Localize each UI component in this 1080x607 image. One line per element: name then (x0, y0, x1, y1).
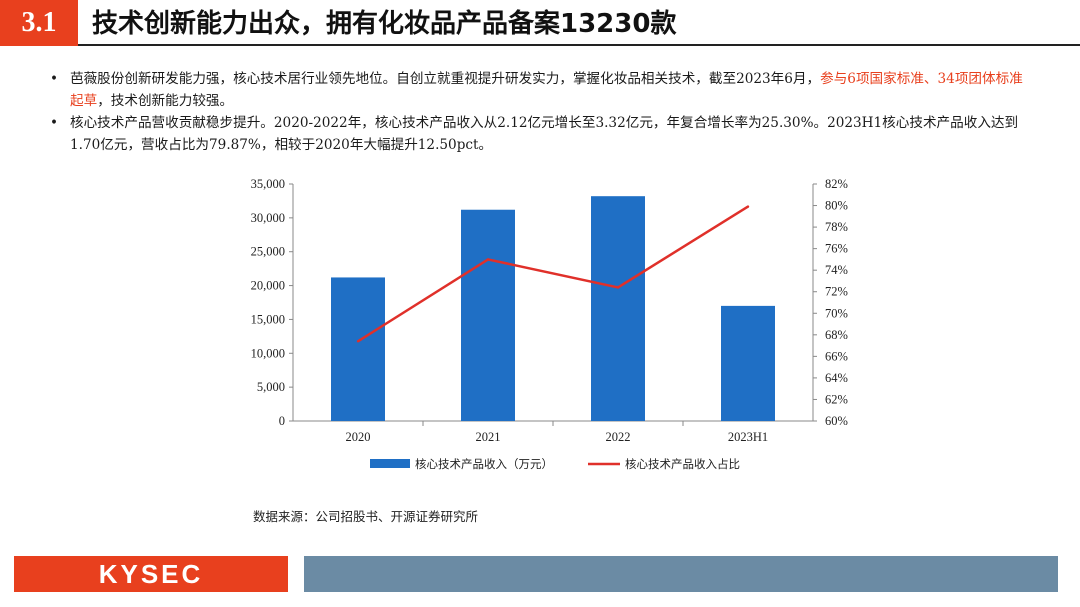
left-tick-label: 5,000 (257, 380, 285, 394)
legend-bar-label: 核心技术产品收入（万元） (415, 457, 553, 471)
x-tick-label: 2020 (346, 430, 371, 444)
right-tick-label: 66% (825, 349, 848, 363)
bullet-1-text: 芭薇股份创新研发能力强，核心技术居行业领先地位。自创立就重视提升研发实力，掌握化… (70, 71, 821, 87)
share-point (616, 286, 620, 289)
right-tick-label: 70% (825, 306, 848, 320)
kysec-logo: KYSEC (14, 556, 288, 592)
left-tick-label: 20,000 (251, 279, 285, 293)
left-tick-label: 25,000 (251, 245, 285, 259)
right-tick-label: 60% (825, 414, 848, 428)
x-tick-label: 2021 (476, 430, 501, 444)
left-tick-label: 15,000 (251, 312, 285, 326)
share-line (357, 205, 749, 343)
right-tick-label: 68% (825, 328, 848, 342)
left-tick-label: 10,000 (251, 346, 285, 360)
right-tick-label: 64% (825, 371, 848, 385)
bullet-1-tail: ，技术创新能力较强。 (97, 93, 234, 109)
revenue-bar (591, 196, 645, 421)
share-point (486, 258, 490, 261)
revenue-bar (331, 277, 385, 421)
x-tick-label: 2022 (606, 430, 631, 444)
legend-line-label: 核心技术产品收入占比 (625, 457, 740, 471)
right-tick-label: 80% (825, 199, 848, 213)
bullet-2-text: 核心技术产品营收贡献稳步提升。2020-2022年，核心技术产品收入从2.12亿… (70, 115, 1019, 153)
bullet-item-2: 核心技术产品营收贡献稳步提升。2020-2022年，核心技术产品收入从2.12亿… (50, 112, 1035, 156)
left-tick-label: 30,000 (251, 211, 285, 225)
source-note: 数据来源：公司招股书、开源证券研究所 (253, 509, 479, 524)
right-tick-label: 72% (825, 285, 848, 299)
right-tick-label: 62% (825, 392, 848, 406)
logo-text: KYSEC (98, 558, 204, 589)
revenue-bar (461, 209, 515, 421)
right-tick-label: 74% (825, 263, 848, 277)
left-tick-label: 35,000 (251, 177, 285, 191)
right-tick-label: 76% (825, 242, 848, 256)
bullet-1-highlight: 参与6项国家标准、34项团体标准起草 (70, 71, 1023, 109)
x-tick-label: 2023H1 (728, 430, 768, 444)
legend-bar-swatch (370, 459, 410, 468)
section-number: 3.1 (0, 0, 78, 46)
share-point (356, 340, 360, 343)
left-tick-label: 0 (279, 414, 285, 428)
share-point (746, 205, 750, 208)
right-tick-label: 82% (825, 177, 848, 191)
footer-bar (304, 556, 1058, 592)
page-title: 技术创新能力出众，拥有化妆品产品备案13230款 (92, 9, 677, 39)
right-tick-label: 78% (825, 220, 848, 234)
bullet-list: 芭薇股份创新研发能力强，核心技术居行业领先地位。自创立就重视提升研发实力，掌握化… (50, 68, 1035, 156)
revenue-bar (721, 305, 775, 421)
header-divider (78, 44, 1080, 46)
bullet-item-1: 芭薇股份创新研发能力强，核心技术居行业领先地位。自创立就重视提升研发实力，掌握化… (50, 68, 1035, 112)
